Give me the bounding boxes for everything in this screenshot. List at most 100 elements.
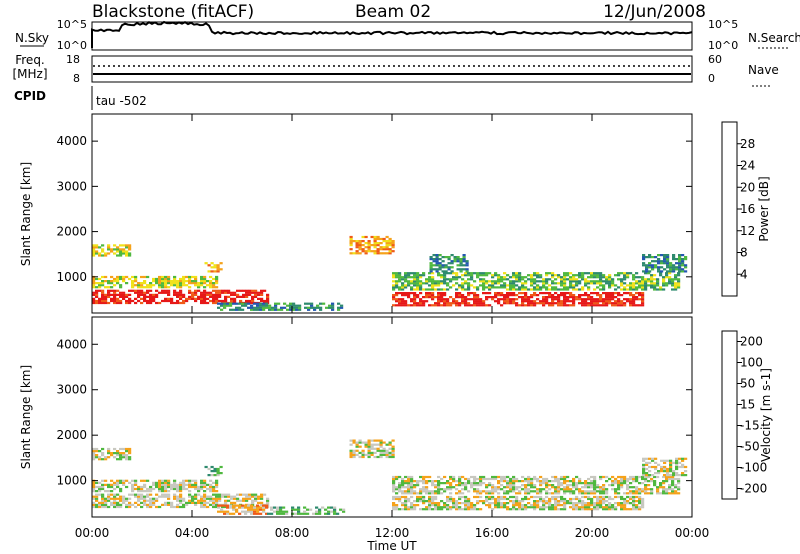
power-echo-cell [677,284,681,287]
power-echo-cell [641,304,645,307]
velocity-echo-cell [146,505,150,509]
power-echo-cell [596,300,600,303]
velocity-echo-cell [104,503,108,506]
velocity-echo-cell [167,481,171,484]
power-echo-cell [188,291,192,294]
velocity-echo-cell [648,457,652,460]
velocity-echo-cell [464,500,468,503]
velocity-echo-cell [191,497,195,500]
power-echo-cell [465,260,469,263]
power-echo-cell [642,270,646,273]
power-echo-cell [239,289,243,292]
velocity-echo-cell [542,506,546,509]
velocity-echo-cell [98,493,102,496]
power-echo-cell [404,284,408,287]
velocity-echo-cell [107,497,111,500]
velocity-echo-cell [458,490,462,493]
power-echo-cell [215,295,219,298]
velocity-echo-cell [455,480,459,483]
velocity-echo-cell [590,508,594,511]
velocity-echo-cell [303,506,307,509]
power-echo-cell [200,275,204,279]
power-echo-cell [242,295,246,298]
power-echo-cell [319,302,323,305]
velocity-echo-cell [410,488,414,491]
power-echo-cell [462,254,466,257]
power-echo-cell [611,302,615,305]
velocity-echo-cell [575,508,579,511]
velocity-echo-cell [407,484,411,487]
power-echo-cell [675,262,679,265]
power-echo-cell [295,304,299,307]
power-echo-cell [485,282,489,285]
velocity-echo-cell [572,492,576,495]
power-echo-cell [128,299,132,303]
power-echo-cell [289,304,293,307]
power-echo-cell [101,301,105,305]
velocity-echo-cell [219,472,223,475]
power-echo-cell [170,301,174,305]
power-echo-cell [218,293,222,296]
velocity-echo-cell [572,508,576,511]
velocity-echo-cell [584,504,588,507]
power-echo-cell [355,246,359,249]
velocity-echo-cell [254,497,258,500]
velocity-echo-cell [422,486,426,489]
power-echo-cell [395,276,399,279]
power-echo-cell [437,274,441,277]
power-echo-cell [419,284,423,287]
power-echo-cell [292,302,296,305]
velocity-echo-cell [569,497,573,501]
velocity-echo-cell [161,495,165,498]
power-echo-cell [410,282,414,285]
velocity-echo-cell [116,505,120,509]
power-echo-cell [530,282,534,285]
power-echo-cell [251,299,255,303]
power-echo-cell [431,292,435,295]
velocity-echo-cell [524,488,528,491]
velocity-echo-cell [620,480,624,483]
power-echo-cell [584,272,588,275]
velocity-echo-cell [392,502,396,505]
power-echo-cell [500,278,504,281]
velocity-echo-cell [113,456,117,459]
velocity-echo-cell [440,506,444,509]
velocity-echo-cell [140,505,144,509]
power-echo-cell [512,274,516,277]
power-echo-cell [274,306,278,309]
velocity-echo-cell [224,501,228,504]
power-echo-cell [566,286,570,289]
velocity-echo-cell [425,480,429,483]
power-echo-cell [407,272,411,275]
power-echo-cell [449,286,453,289]
power-echo-cell [638,276,642,279]
power-echo-cell [200,277,204,281]
power-echo-cell [593,272,597,275]
power-echo-cell [563,274,567,277]
power-echo-cell [179,301,183,305]
velocity-echo-cell [626,508,630,511]
power-echo-cell [602,276,606,279]
power-echo-cell [455,288,459,291]
power-echo-cell [349,235,353,239]
power-echo-cell [455,302,459,305]
power-echo-cell [179,277,183,281]
power-echo-cell [274,302,278,305]
velocity-echo-cell [101,493,105,496]
velocity-echo-cell [125,479,129,482]
power-echo-cell [419,300,423,303]
power-echo-cell [137,282,141,285]
power-echo-cell [215,289,219,292]
power-echo-cell [581,274,585,277]
power-echo-cell [455,272,459,275]
power-echo-cell [482,280,486,283]
power-echo-cell [257,297,261,300]
power-echo-cell [497,298,501,301]
velocity-echo-cell [660,459,664,462]
power-echo-cell [398,300,402,303]
velocity-echo-cell [644,475,648,479]
velocity-echo-cell [629,482,633,485]
power-echo-cell [632,304,636,307]
power-echo-cell [250,308,254,311]
